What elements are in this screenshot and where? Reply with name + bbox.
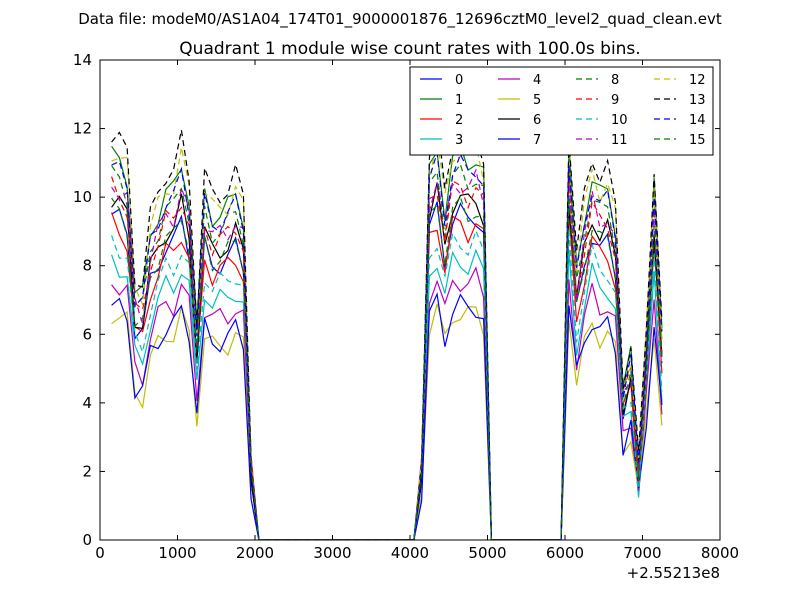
x-tick-label: 3000 [313, 544, 351, 562]
legend-label-6: 6 [533, 113, 541, 128]
x-tick-label: 2000 [236, 544, 274, 562]
legend-label-14: 14 [689, 113, 706, 128]
x-tick-label: 6000 [546, 544, 584, 562]
series-line-15 [111, 195, 663, 540]
legend-label-15: 15 [689, 133, 706, 148]
legend-label-4: 4 [533, 73, 541, 88]
y-tick-label: 6 [82, 325, 92, 343]
x-tick-label: 8000 [701, 544, 739, 562]
x-tick-label: 0 [95, 544, 105, 562]
series-line-13 [111, 116, 663, 540]
y-tick-label: 10 [73, 188, 92, 206]
y-tick-label: 12 [73, 120, 92, 138]
y-tick-label: 2 [82, 462, 92, 480]
series-line-3 [111, 248, 663, 540]
legend-label-0: 0 [455, 73, 463, 88]
axes: 0 1000 2000 3000 4000 5000 6000 7000 80000246810… [73, 51, 739, 562]
legend-label-11: 11 [611, 133, 628, 148]
legend-label-2: 2 [455, 113, 463, 128]
y-tick-label: 14 [73, 51, 92, 69]
x-axis-offset-label: +2.55213e8 [627, 564, 720, 582]
legend-label-10: 10 [611, 113, 628, 128]
x-tick-label: 5000 [468, 544, 506, 562]
x-tick-label: 4000 [391, 544, 429, 562]
y-tick-label: 8 [82, 257, 92, 275]
legend-label-13: 13 [689, 93, 706, 108]
legend-label-12: 12 [689, 73, 706, 88]
figure-suptitle: Data file: modeM0/AS1A04_174T01_90000018… [78, 10, 722, 29]
plot-area [111, 116, 663, 540]
series-line-7 [111, 292, 663, 540]
series-line-10 [111, 228, 663, 540]
series-line-11 [111, 168, 663, 540]
x-tick-label: 1000 [158, 544, 196, 562]
series-line-12 [111, 138, 663, 540]
legend-label-8: 8 [611, 73, 619, 88]
legend-box [409, 66, 714, 156]
series-line-5 [111, 303, 663, 540]
series-line-2 [111, 208, 663, 540]
legend-label-9: 9 [611, 93, 619, 108]
y-tick-label: 0 [82, 531, 92, 549]
legend-label-5: 5 [533, 93, 541, 108]
y-tick-label: 4 [82, 394, 92, 412]
legend-label-7: 7 [533, 133, 541, 148]
series-line-14 [111, 152, 663, 540]
legend-label-1: 1 [455, 93, 463, 108]
legend-label-3: 3 [455, 133, 463, 148]
x-tick-label: 7000 [623, 544, 661, 562]
chart-title: Quadrant 1 module wise count rates with … [179, 39, 640, 59]
